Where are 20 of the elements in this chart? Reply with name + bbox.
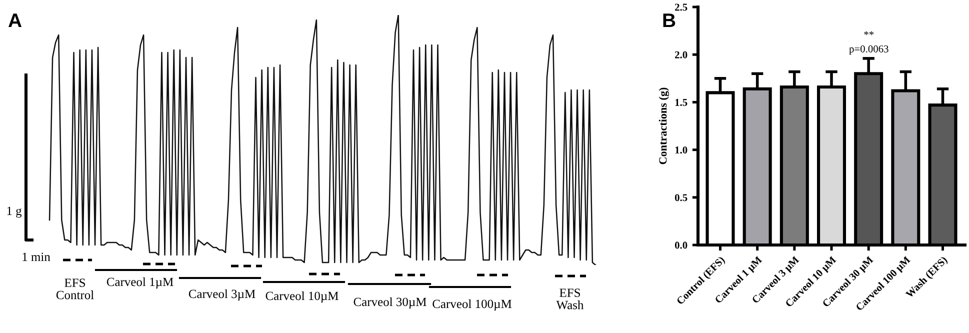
text: Carveol 30µM (354, 297, 426, 309)
y-tick-label: 2.0 (675, 51, 688, 58)
annotation: p=0.0063 (849, 45, 888, 55)
text: EFS Wash (556, 288, 584, 310)
chart-title: B (663, 14, 676, 28)
text: Carveol 100µM (432, 299, 512, 311)
text: Carveol 3µM (188, 289, 256, 301)
y-tick-label: 1.5 (675, 98, 688, 106)
text: Carveol 10µM (266, 291, 338, 303)
y-tick-label: 0.5 (674, 194, 688, 202)
text: EFS Control (56, 278, 94, 300)
text: Carveol 1µM (106, 277, 174, 289)
y-axis-title: Contractions (g) (658, 88, 670, 164)
chart-title: A (8, 14, 22, 28)
annotation: 1 min (22, 252, 50, 262)
text: 1 g (7, 206, 22, 218)
annotation: ** (864, 31, 874, 36)
y-tick-label: 2.5 (675, 4, 688, 11)
y-tick-label: 1.0 (675, 146, 688, 154)
y-tick-label: 0.0 (674, 242, 688, 249)
